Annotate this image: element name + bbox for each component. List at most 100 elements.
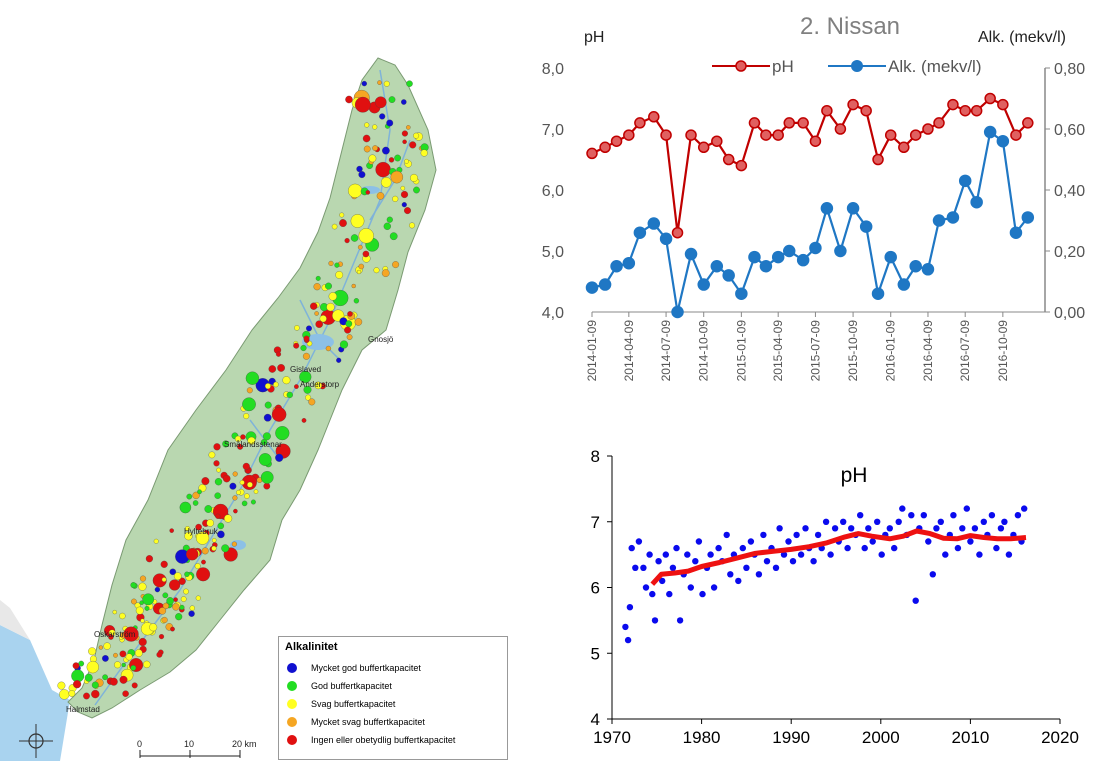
site-dot bbox=[211, 545, 217, 551]
alk-point bbox=[897, 278, 911, 291]
site-dot bbox=[300, 344, 307, 352]
ph-point bbox=[809, 135, 822, 147]
ph-point bbox=[722, 153, 735, 166]
site-dot bbox=[179, 501, 192, 514]
site-dot bbox=[380, 177, 392, 188]
site-dot bbox=[222, 440, 230, 448]
site-dot bbox=[247, 481, 253, 488]
alk-point bbox=[684, 247, 698, 261]
site-dot bbox=[358, 171, 366, 179]
site-dot bbox=[268, 365, 277, 373]
alk-point bbox=[958, 174, 972, 188]
site-dot bbox=[347, 311, 353, 317]
alk-point bbox=[659, 232, 673, 246]
site-dot bbox=[201, 477, 210, 486]
site-dot bbox=[328, 260, 334, 266]
site-dot bbox=[413, 186, 420, 194]
ph-point bbox=[739, 544, 746, 552]
left-axis-label: pH bbox=[584, 29, 604, 46]
site-dot bbox=[242, 397, 256, 412]
legend-marker-alk bbox=[851, 60, 863, 72]
alk-point bbox=[735, 287, 748, 300]
site-dot bbox=[214, 492, 221, 499]
ph-point bbox=[660, 129, 672, 141]
ph-point bbox=[662, 551, 669, 558]
legend-label-ph: pH bbox=[772, 57, 794, 76]
site-dot bbox=[59, 689, 70, 700]
ph-point bbox=[793, 531, 800, 539]
site-dot bbox=[175, 613, 183, 621]
ph-point bbox=[626, 604, 634, 611]
ph-point bbox=[634, 117, 646, 129]
ph-point bbox=[822, 518, 830, 525]
ph-point bbox=[659, 577, 666, 585]
alk-point bbox=[809, 241, 822, 255]
y-tick-label: 5 bbox=[591, 644, 600, 663]
nissan-timeseries-chart: 2. Nissan pH Alk. (mekv/l) 4,0 5,0 6,0 7,0 8,0 0… bbox=[520, 0, 1112, 400]
site-dot bbox=[264, 401, 272, 409]
site-dot bbox=[306, 325, 312, 332]
site-dot bbox=[315, 320, 323, 328]
site-dot bbox=[103, 642, 111, 650]
site-dot bbox=[68, 690, 76, 697]
site-dot bbox=[336, 357, 342, 363]
site-dot bbox=[413, 132, 420, 139]
site-dot bbox=[144, 605, 150, 611]
ph-point bbox=[666, 590, 673, 598]
scale-tick: 0 bbox=[137, 739, 142, 749]
site-dot bbox=[364, 122, 370, 128]
site-dot bbox=[388, 96, 396, 103]
site-dot bbox=[143, 660, 151, 669]
ph-point bbox=[797, 551, 805, 558]
right-tick-label: 0,40 bbox=[1054, 183, 1085, 200]
trend-line bbox=[650, 528, 1027, 586]
ph-point bbox=[861, 544, 868, 552]
ph-point bbox=[831, 525, 839, 532]
left-tick-label: 5,0 bbox=[542, 244, 564, 261]
site-dot bbox=[139, 575, 147, 582]
ph-point bbox=[874, 518, 881, 525]
ph-point bbox=[922, 123, 934, 135]
ph-point bbox=[676, 617, 684, 624]
site-dot bbox=[123, 626, 139, 642]
ph-point bbox=[925, 538, 932, 545]
site-dot bbox=[73, 680, 82, 689]
site-dot bbox=[213, 460, 220, 467]
x-tick-label: 2000 bbox=[862, 728, 900, 747]
alk-point bbox=[796, 253, 810, 267]
site-dot bbox=[161, 577, 167, 582]
ph-point bbox=[695, 538, 703, 545]
site-dot bbox=[241, 500, 248, 507]
alk-point bbox=[983, 125, 997, 139]
site-dot bbox=[325, 282, 332, 290]
alk-point bbox=[921, 263, 935, 276]
site-dot bbox=[229, 482, 237, 490]
ph-point bbox=[776, 525, 783, 532]
site-dot bbox=[138, 582, 147, 591]
site-dot bbox=[119, 612, 126, 620]
site-dot bbox=[91, 689, 100, 699]
site-dot bbox=[102, 655, 109, 662]
site-dot bbox=[183, 588, 189, 595]
ph-point bbox=[669, 564, 677, 571]
site-dot bbox=[315, 275, 321, 281]
site-dot bbox=[294, 325, 300, 331]
alk-point bbox=[671, 305, 684, 319]
place-labels: Gnosjö Gislaved Anderstorp Smålandsstena… bbox=[66, 335, 394, 714]
site-dot bbox=[83, 692, 90, 700]
ph-point bbox=[763, 558, 771, 565]
alk-point bbox=[710, 260, 724, 273]
alk-point bbox=[1009, 226, 1023, 239]
ph-point bbox=[785, 538, 792, 545]
ph-point bbox=[959, 104, 971, 117]
ph-point bbox=[755, 571, 763, 578]
alk-point bbox=[647, 217, 661, 230]
site-dot bbox=[334, 262, 340, 268]
ph-point bbox=[624, 636, 632, 644]
site-dot bbox=[400, 185, 406, 191]
alk-point bbox=[782, 244, 796, 258]
site-dot bbox=[365, 190, 371, 195]
site-dot bbox=[169, 568, 177, 576]
ph-point bbox=[967, 538, 974, 545]
site-dot bbox=[363, 145, 371, 153]
